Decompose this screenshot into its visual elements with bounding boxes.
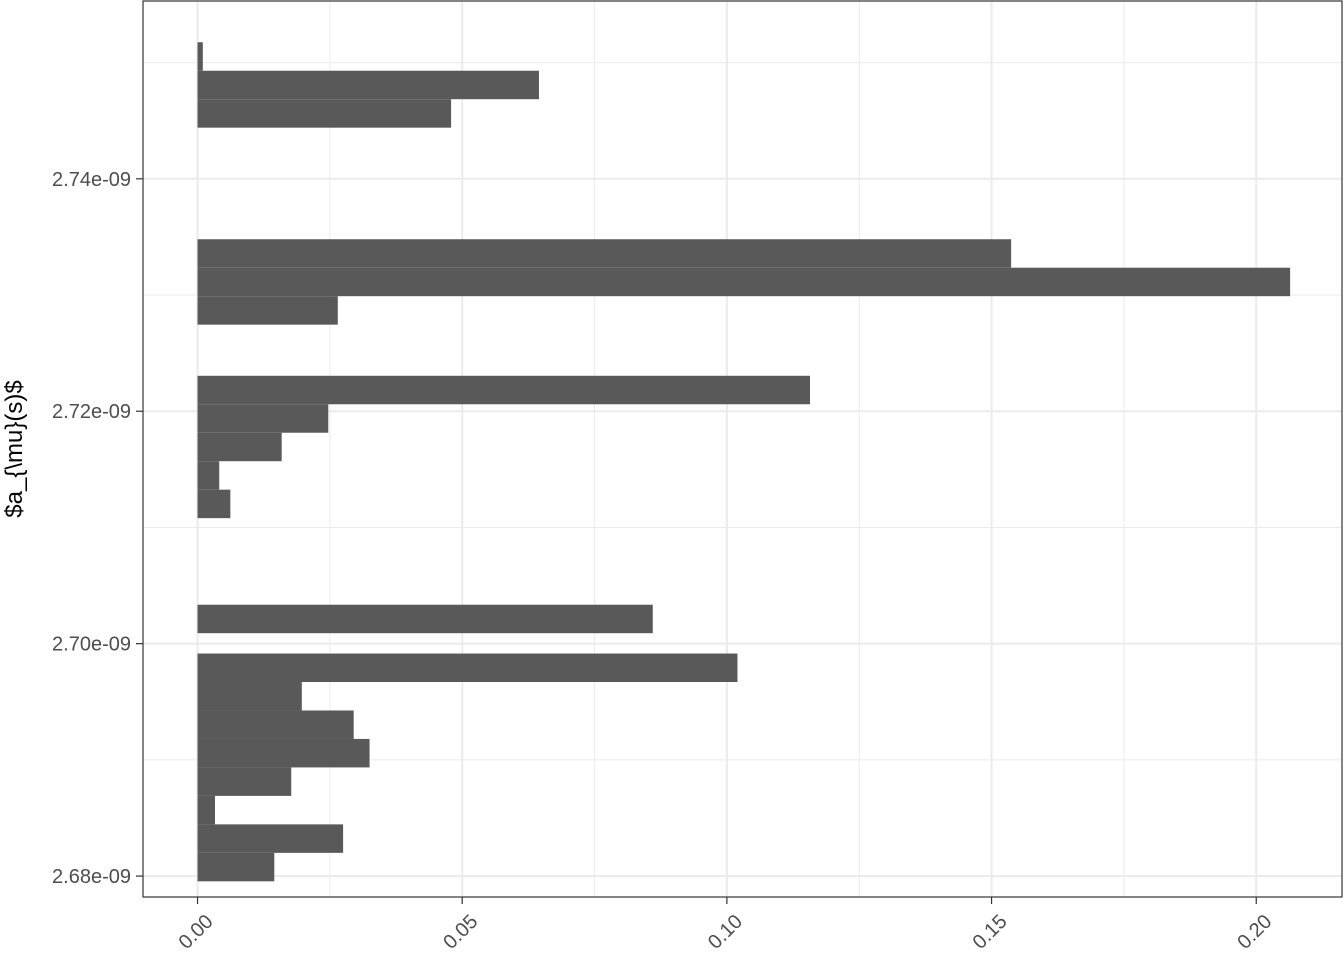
histogram-bar [197, 267, 1291, 297]
x-tick-label: 0.20 [1233, 911, 1276, 954]
y-tick-label: 2.70e-09 [52, 634, 131, 656]
x-tick-label: 0.15 [969, 911, 1012, 954]
x-tick-label: 0.10 [704, 911, 747, 954]
x-tick-label: 0.00 [175, 911, 218, 954]
histogram-bar [197, 461, 220, 490]
panel-border [142, 0, 1343, 898]
histogram-bar [197, 99, 452, 128]
y-tick-label: 2.74e-09 [52, 169, 131, 191]
histogram-bar [197, 375, 810, 405]
histogram-bar [197, 296, 338, 325]
histogram-bar [197, 738, 370, 768]
y-tick-label: 2.68e-09 [52, 866, 131, 888]
histogram-bar [197, 824, 344, 853]
y-axis-title: $a_{\mu}(s)$ [1, 380, 28, 517]
x-tick-label: 0.05 [439, 911, 482, 954]
histogram-bar [197, 239, 1012, 268]
histogram-bar [197, 682, 302, 711]
histogram-bar [197, 432, 282, 462]
histogram-bar [197, 489, 231, 519]
histogram-bar [197, 70, 539, 100]
histogram-bar [197, 653, 738, 683]
histogram-bar [197, 852, 275, 882]
histogram-bar [197, 795, 215, 825]
histogram-bar [197, 42, 203, 71]
histogram-bar [197, 404, 329, 433]
histogram-bar [197, 604, 653, 634]
histogram-bar [197, 710, 354, 739]
histogram-bar [197, 767, 292, 796]
bar-layer [197, 42, 1291, 882]
y-tick-label: 2.72e-09 [52, 401, 131, 423]
